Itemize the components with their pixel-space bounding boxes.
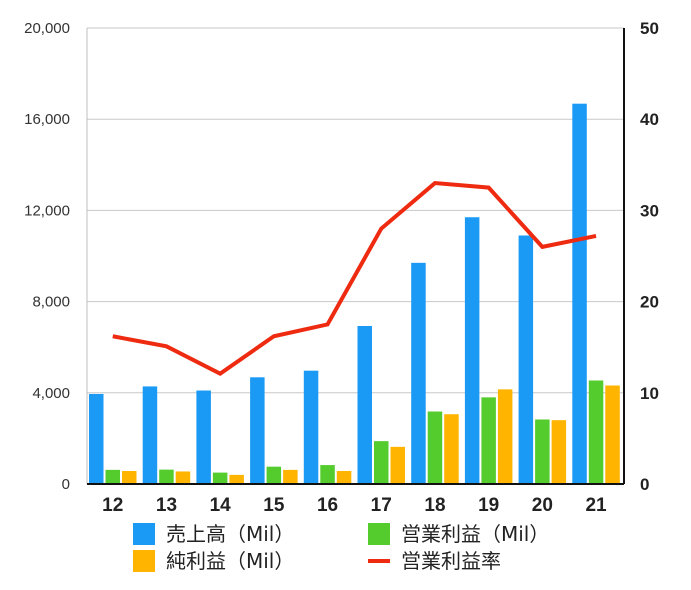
y-right-tick-label: 30 — [640, 201, 659, 220]
y-left-tick-label: 20,000 — [24, 20, 70, 37]
legend-swatch — [133, 523, 155, 545]
y-right-tick-label: 50 — [640, 19, 659, 38]
y-left-tick-label: 0 — [62, 476, 70, 493]
legend-label: 売上高（Mil） — [166, 522, 294, 546]
y-left-tick-label: 12,000 — [24, 202, 70, 219]
y-left-tick-label: 8,000 — [32, 294, 70, 311]
bar-2-1 — [175, 471, 191, 484]
bar-0-4 — [303, 370, 319, 484]
bar-2-9 — [605, 385, 620, 484]
legend-label: 営業利益率 — [401, 549, 501, 573]
bar-2-8 — [551, 420, 567, 484]
bar-0-5 — [357, 325, 372, 484]
bar-2-2 — [229, 474, 244, 484]
line-series — [112, 180, 597, 376]
bar-1-7 — [481, 397, 496, 484]
bar-1-9 — [588, 380, 604, 484]
bar-1-2 — [212, 472, 228, 484]
x-tick-label: 16 — [317, 495, 338, 516]
bar-1-4 — [320, 465, 335, 484]
bar-0-7 — [464, 217, 480, 485]
x-tick-label: 18 — [424, 495, 445, 516]
y-right-tick-label: 20 — [640, 293, 659, 312]
legend-swatch — [133, 550, 155, 572]
bar-1-0 — [105, 469, 120, 484]
x-tick-label: 15 — [263, 495, 285, 516]
x-tick-label: 20 — [532, 495, 553, 516]
legend-label: 純利益（Mil） — [166, 549, 294, 573]
bar-1-8 — [535, 419, 550, 484]
bar-0-2 — [196, 390, 211, 484]
axes — [86, 28, 625, 485]
x-tick-label: 21 — [585, 495, 607, 516]
bar-0-8 — [518, 235, 534, 484]
gridlines — [87, 27, 624, 394]
y-right-tick-label: 10 — [640, 384, 659, 403]
tick-labels: 0 0 4,000 10 8,000 20 12,000 30 16,000 40 20,000 50… — [24, 19, 659, 516]
legend-label: 営業利益（Mil） — [401, 522, 549, 546]
bar-2-5 — [390, 446, 405, 484]
bar-2-0 — [122, 471, 137, 484]
bar-0-1 — [142, 386, 158, 484]
bar-2-6 — [444, 414, 459, 484]
bar-2-3 — [283, 469, 298, 484]
y-left-tick-label: 4,000 — [32, 385, 70, 402]
legend: 売上高（Mil） 純利益（Mil） 営業利益（Mil） 営業利益率 — [133, 522, 549, 573]
bar-1-3 — [266, 466, 282, 484]
legend-swatch — [368, 523, 390, 545]
line-series-0 — [112, 180, 597, 376]
y-left-tick-label: 16,000 — [24, 111, 70, 128]
bar-marks — [89, 103, 620, 485]
x-tick-label: 12 — [102, 495, 123, 516]
x-tick-label: 19 — [478, 495, 499, 516]
y-right-tick-label: 40 — [640, 110, 659, 129]
bar-0-6 — [411, 262, 426, 484]
bar-0-3 — [250, 377, 265, 484]
x-tick-label: 13 — [156, 495, 177, 516]
bar-0-9 — [572, 103, 587, 485]
legend-swatch — [368, 559, 390, 563]
bar-1-5 — [374, 441, 389, 484]
bar-1-1 — [159, 469, 174, 484]
bar-2-7 — [497, 389, 513, 484]
x-tick-label: 14 — [210, 495, 232, 516]
bar-2-4 — [336, 471, 352, 484]
bar-1-6 — [427, 411, 443, 484]
bar-0-0 — [89, 393, 104, 484]
x-tick-label: 17 — [371, 495, 392, 516]
y-right-tick-label: 0 — [640, 475, 649, 494]
